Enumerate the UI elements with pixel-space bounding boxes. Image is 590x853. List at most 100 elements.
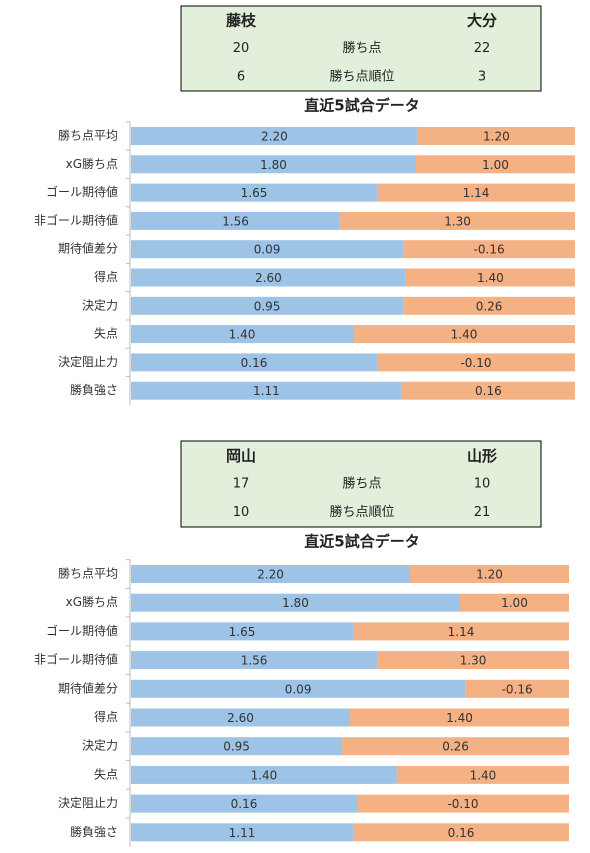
value-label: 1.14 xyxy=(463,186,490,200)
category-label: 得点 xyxy=(94,709,118,724)
team-name: 山形 xyxy=(467,447,497,465)
bar-segment xyxy=(405,268,575,287)
table-cell: 20 xyxy=(233,41,250,56)
bar-segment xyxy=(417,127,575,145)
bar-segment xyxy=(131,823,354,842)
category-label: 期待値差分 xyxy=(58,241,118,256)
value-label: -0.16 xyxy=(502,682,533,696)
bar-segment xyxy=(377,651,569,670)
bar-segment xyxy=(416,155,575,174)
table-cell: 勝ち点 xyxy=(342,477,381,492)
bar-segment xyxy=(131,183,377,202)
table-cell: 勝ち点順位 xyxy=(329,69,394,84)
category-label: 勝負強さ xyxy=(70,382,118,397)
bar-segment xyxy=(131,381,402,400)
bar-segment xyxy=(396,765,569,784)
team-name: 大分 xyxy=(467,12,497,30)
table-cell: 3 xyxy=(478,69,486,84)
category-label: ゴール期待値 xyxy=(46,623,118,638)
bar-segment xyxy=(131,296,404,315)
table-cell: 勝ち点 xyxy=(342,41,381,56)
chart-title: 直近5試合データ xyxy=(304,97,419,115)
value-label: 1.40 xyxy=(451,328,478,342)
bar-segment xyxy=(459,593,569,612)
value-label: -0.10 xyxy=(447,797,478,811)
category-label: 決定阻止力 xyxy=(58,795,118,810)
value-label: 1.65 xyxy=(229,625,256,639)
bar-segment xyxy=(131,127,418,145)
table-cell: 21 xyxy=(474,505,491,520)
bar-segment xyxy=(401,381,575,400)
bar-segment xyxy=(403,240,575,259)
value-label: -0.16 xyxy=(474,243,505,257)
bar-segment xyxy=(131,155,417,174)
category-label: 決定阻止力 xyxy=(58,354,118,369)
value-label: 2.60 xyxy=(255,271,282,285)
bar-segment xyxy=(353,325,575,344)
bar-segment xyxy=(465,679,569,698)
bar-segment xyxy=(131,353,377,372)
value-label: 1.80 xyxy=(282,596,309,610)
value-label: 0.16 xyxy=(448,826,475,840)
category-label: 失点 xyxy=(94,766,118,781)
category-label: 勝ち点平均 xyxy=(58,566,118,581)
value-label: 1.30 xyxy=(460,654,487,668)
bar-segment xyxy=(353,622,569,641)
value-label: -0.10 xyxy=(460,356,491,370)
bar-segment xyxy=(131,622,354,641)
value-label: 1.30 xyxy=(444,214,471,228)
value-label: 1.40 xyxy=(470,768,497,782)
value-label: 1.00 xyxy=(482,158,509,172)
bar-segment xyxy=(357,794,569,813)
value-label: 1.56 xyxy=(222,214,249,228)
category-label: 期待値差分 xyxy=(58,680,118,695)
bar-segment xyxy=(131,765,397,784)
bar-segment xyxy=(131,565,411,583)
value-label: 1.20 xyxy=(476,568,503,582)
bar-segment xyxy=(131,240,404,259)
value-label: 1.40 xyxy=(446,711,473,725)
category-label: xG勝ち点 xyxy=(66,594,118,609)
chart-title: 直近5試合データ xyxy=(304,533,419,551)
bar-segment xyxy=(131,679,466,698)
bar-segment xyxy=(340,211,575,230)
table-cell: 10 xyxy=(474,477,491,492)
value-label: 1.00 xyxy=(501,596,528,610)
bar-segment xyxy=(131,593,460,612)
bar-segment xyxy=(403,296,575,315)
table-cell: 17 xyxy=(233,477,250,492)
bar-segment xyxy=(131,268,406,287)
value-label: 2.20 xyxy=(257,568,284,582)
table-cell: 22 xyxy=(474,41,491,56)
value-label: 1.40 xyxy=(477,271,504,285)
category-label: 勝負強さ xyxy=(70,824,118,839)
value-label: 0.16 xyxy=(475,384,502,398)
value-label: 1.14 xyxy=(448,625,475,639)
value-label: 0.16 xyxy=(241,356,268,370)
category-label: 失点 xyxy=(94,326,118,341)
bar-segment xyxy=(131,737,343,756)
value-label: 0.26 xyxy=(442,740,469,754)
table-cell: 6 xyxy=(237,69,245,84)
bar-segment xyxy=(131,794,358,813)
value-label: 0.09 xyxy=(285,682,312,696)
bar-segment xyxy=(376,353,575,372)
bar-segment xyxy=(131,708,350,727)
value-label: 0.95 xyxy=(254,299,281,313)
value-label: 1.80 xyxy=(260,158,287,172)
bar-segment xyxy=(350,708,569,727)
category-label: 非ゴール期待値 xyxy=(34,652,118,667)
team-table xyxy=(180,5,542,92)
team-name: 岡山 xyxy=(226,447,256,465)
bar-segment xyxy=(376,183,575,202)
category-label: 勝ち点平均 xyxy=(58,128,118,143)
value-label: 0.09 xyxy=(254,243,281,257)
value-label: 1.40 xyxy=(251,768,278,782)
value-label: 2.60 xyxy=(227,711,254,725)
team-table xyxy=(180,440,542,528)
bar-segment xyxy=(131,325,353,344)
team-name: 藤枝 xyxy=(226,12,257,30)
category-label: 得点 xyxy=(94,269,118,284)
category-label: xG勝ち点 xyxy=(66,156,118,171)
